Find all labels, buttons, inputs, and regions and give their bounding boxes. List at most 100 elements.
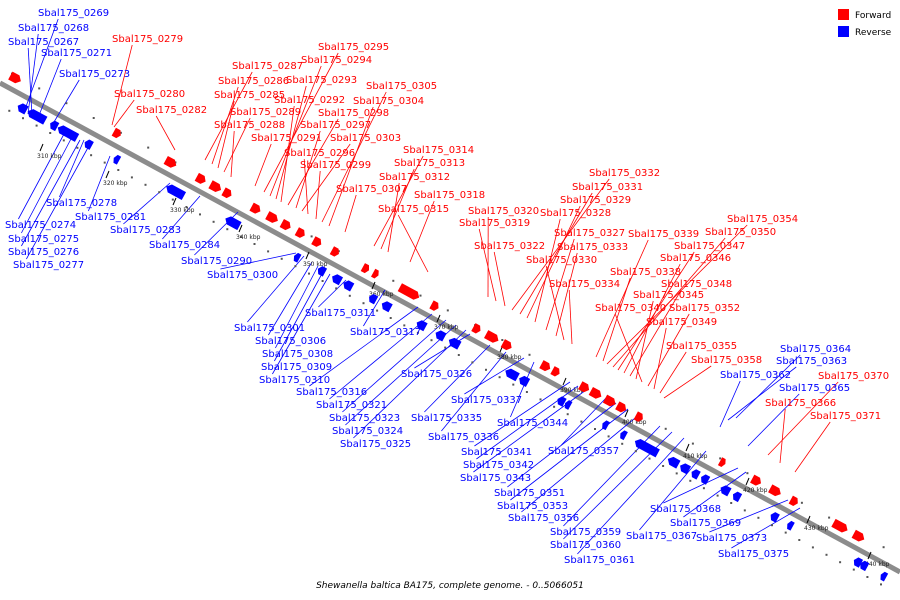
forward-gene (750, 474, 761, 486)
leader-line (272, 273, 331, 375)
forward-gene (484, 330, 499, 343)
minor-tick (92, 117, 95, 119)
leader-line (510, 361, 535, 418)
forward-gene-label: Sbal175_0292 (274, 95, 345, 106)
reverse-gene-label: Sbal175_0326 (401, 369, 472, 380)
axis-tick-label: 310 kbp (37, 153, 62, 160)
minor-tick (446, 309, 449, 312)
leader-line (659, 351, 687, 394)
leader-line (254, 143, 272, 187)
forward-gene (371, 268, 379, 279)
axis-tick-label: 410 kbp (683, 453, 708, 460)
minor-tick (743, 509, 746, 512)
leader-line (53, 79, 80, 123)
axis-tick-label: 360 kbp (369, 291, 394, 298)
reverse-gene-label: Sbal175_0363 (776, 356, 847, 367)
minor-tick (800, 501, 803, 504)
reverse-gene-label: Sbal175_0278 (46, 198, 117, 209)
forward-gene-label: Sbal175_0294 (301, 55, 372, 66)
reverse-gene-label: Sbal175_0273 (59, 69, 130, 80)
reverse-gene-label: Sbal175_0325 (340, 439, 411, 450)
leader-line (424, 344, 491, 413)
minor-tick (880, 583, 882, 586)
axis-major-ticks: 310 kbp 320 kbp 330 kbp 340 kbp 350 kbp 360 k… (37, 143, 890, 568)
minor-tick (839, 561, 842, 564)
minor-tick (662, 465, 665, 467)
reverse-gene (343, 280, 355, 292)
minor-tick (528, 353, 531, 356)
minor-tick (798, 539, 801, 541)
reverse-gene (293, 252, 302, 263)
reverse-gene-label: Sbal175_0344 (497, 418, 568, 429)
minor-tick (471, 361, 474, 364)
forward-gene-label: Sbal175_0287 (232, 61, 303, 72)
reverse-gene-label: Sbal175_0283 (110, 225, 181, 236)
reverse-gene (564, 400, 573, 410)
reverse-gene (557, 396, 567, 407)
forward-gene-label: Sbal175_0286 (218, 76, 289, 87)
minor-tick (239, 235, 242, 238)
leader-line (295, 130, 321, 209)
minor-tick (308, 272, 310, 275)
forward-gene (633, 411, 643, 422)
reverse-gene (853, 557, 864, 568)
minor-tick (430, 339, 433, 342)
forward-gene-label: Sbal175_0329 (560, 195, 631, 206)
reverse-gene (225, 216, 242, 231)
reverse-gene-label: Sbal175_0275 (8, 234, 79, 245)
reverse-gene (720, 485, 732, 497)
forward-gene-label: Sbal175_0297 (300, 120, 371, 131)
forward-gene-label: Sbal175_0307 (336, 184, 407, 195)
axis-tick-label: 330 kbp (170, 207, 195, 214)
reverse-gene-label: Sbal175_0268 (18, 23, 89, 34)
axis-tick-label: 380 kbp (497, 354, 522, 361)
forward-gene (851, 529, 865, 542)
minor-tick (76, 146, 79, 149)
legend-forward-label: Forward (855, 11, 891, 21)
reverse-gene (667, 456, 681, 469)
reverse-gene-label: Sbal175_0321 (316, 400, 387, 411)
forward-gene (163, 155, 177, 168)
forward-gene-label: Sbal175_0331 (572, 182, 643, 193)
leader-line (223, 117, 251, 173)
axis-minor-ticks (8, 72, 885, 586)
reverse-gene-label: Sbal175_0267 (8, 37, 79, 48)
minor-tick (498, 376, 501, 379)
reverse-gene-label: Sbal175_0342 (463, 460, 534, 471)
leader-line (731, 507, 801, 549)
minor-tick (35, 124, 38, 127)
reverse-gene-label: Sbal175_0306 (255, 336, 326, 347)
leader-line (269, 65, 322, 197)
major-tick (238, 224, 243, 233)
forward-gene-label: Sbal175_0354 (727, 214, 798, 225)
minor-tick (199, 213, 201, 216)
leader-line (464, 357, 525, 395)
leader-line (409, 200, 435, 263)
reverse-gene-label: Sbal175_0365 (779, 383, 850, 394)
forward-gene-label: Sbal175_0349 (646, 317, 717, 328)
reverse-gene-label: Sbal175_0357 (548, 446, 619, 457)
forward-gene-label: Sbal175_0288 (214, 120, 285, 131)
forward-gene (279, 219, 291, 231)
reverse-gene (602, 420, 610, 431)
leader-line (414, 333, 471, 369)
forward-gene (831, 518, 848, 533)
reverse-gene-label: Sbal175_0276 (8, 247, 79, 258)
minor-tick (62, 139, 65, 142)
leader-line (629, 289, 682, 377)
minor-tick (866, 576, 869, 578)
leader-line (735, 354, 801, 419)
minor-tick (457, 354, 460, 356)
minor-tick (280, 257, 283, 260)
forward-gene-label: Sbal175_0366 (765, 398, 836, 409)
leader-line (478, 228, 497, 302)
leader-line (577, 437, 685, 555)
forward-gene (221, 187, 232, 199)
forward-gene-label: Sbal175_0346 (660, 253, 731, 264)
reverse-gene-label: Sbal175_0290 (181, 256, 252, 267)
forward-gene (360, 263, 370, 274)
minor-tick (147, 146, 150, 149)
leader-line (647, 313, 690, 387)
leader-line (230, 130, 235, 178)
